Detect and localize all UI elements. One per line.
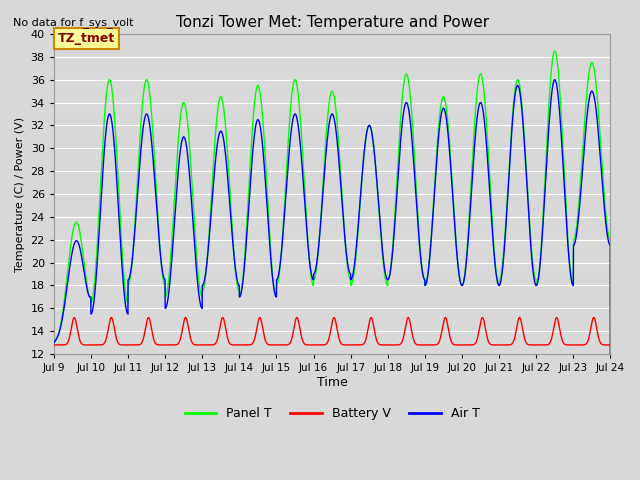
Text: No data for f_sys_volt: No data for f_sys_volt [13,17,133,28]
X-axis label: Time: Time [317,376,348,389]
Text: TZ_tmet: TZ_tmet [58,32,115,45]
Y-axis label: Temperature (C) / Power (V): Temperature (C) / Power (V) [15,117,25,272]
Title: Tonzi Tower Met: Temperature and Power: Tonzi Tower Met: Temperature and Power [175,15,489,30]
Legend: Panel T, Battery V, Air T: Panel T, Battery V, Air T [180,402,484,425]
